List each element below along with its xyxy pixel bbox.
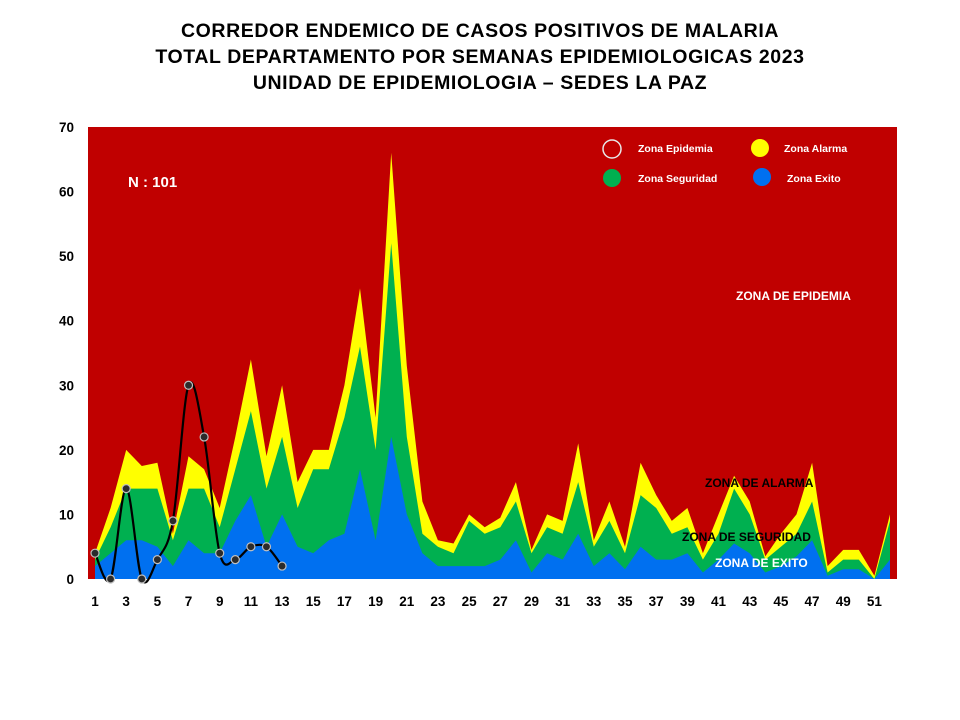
y-tick-label: 70 <box>59 120 74 135</box>
legend-epidemia-marker <box>602 139 622 159</box>
x-tick-label: 45 <box>773 594 789 609</box>
zone-seguridad-label: ZONA DE SEGURIDAD <box>682 530 811 544</box>
y-tick-label: 20 <box>59 443 74 458</box>
y-tick-label: 50 <box>59 249 74 264</box>
y-tick-label: 40 <box>59 314 74 329</box>
cases-point <box>90 548 100 558</box>
x-tick-label: 29 <box>524 594 539 609</box>
y-tick-label: 60 <box>59 185 74 200</box>
zone-epidemia-label: ZONA DE EPIDEMIA <box>736 289 851 303</box>
x-tick-label: 19 <box>368 594 383 609</box>
x-tick-label: 23 <box>430 594 446 609</box>
x-tick-label: 27 <box>493 594 508 609</box>
x-tick-label: 51 <box>867 594 883 609</box>
x-tick-label: 25 <box>462 594 478 609</box>
x-tick-label: 21 <box>399 594 415 609</box>
title-line-2: TOTAL DEPARTAMENTO POR SEMANAS EPIDEMIOL… <box>155 46 805 68</box>
x-tick-label: 15 <box>306 594 322 609</box>
zona-alarma-area <box>95 152 890 580</box>
legend-seguridad-label: Zona Seguridad <box>638 173 717 185</box>
y-tick-label: 10 <box>59 507 74 522</box>
cases-point <box>215 548 225 558</box>
x-tick-label: 9 <box>216 594 224 609</box>
cases-point <box>246 542 256 552</box>
x-tick-label: 33 <box>586 594 602 609</box>
cases-point <box>121 484 131 494</box>
x-tick-label: 43 <box>742 594 758 609</box>
x-tick-label: 11 <box>244 594 259 609</box>
x-tick-label: 1 <box>91 594 99 609</box>
title-line-1: CORREDOR ENDEMICO DE CASOS POSITIVOS DE … <box>180 20 780 42</box>
x-tick-label: 31 <box>555 594 571 609</box>
legend-exito-label: Zona Exito <box>787 173 841 185</box>
legend-epidemia-label: Zona Epidemia <box>638 143 713 155</box>
chart-title: CORREDOR ENDEMICO DE CASOS POSITIVOS DE … <box>0 18 960 96</box>
x-tick-label: 37 <box>649 594 664 609</box>
cases-point <box>261 542 272 552</box>
cases-point <box>183 380 194 390</box>
legend-exito-marker <box>753 168 771 186</box>
y-axis-ticks: 0 10 20 30 40 50 60 70 <box>59 120 74 587</box>
cases-point <box>168 516 178 526</box>
legend-seguridad-marker <box>603 169 621 187</box>
x-tick-label: 41 <box>711 594 727 609</box>
zone-areas <box>95 152 890 580</box>
zona-exito-area <box>95 436 890 579</box>
cases-point <box>230 555 240 565</box>
zona-seguridad-area <box>95 243 890 579</box>
cases-point <box>152 555 162 565</box>
x-tick-label: 39 <box>680 594 695 609</box>
legend: Zona Epidemia Zona Alarma Zona Seguridad… <box>602 139 847 187</box>
x-tick-label: 5 <box>154 594 162 609</box>
cases-point <box>199 432 209 442</box>
x-tick-label: 49 <box>836 594 851 609</box>
x-tick-label: 7 <box>185 594 193 609</box>
x-tick-label: 3 <box>122 594 130 609</box>
legend-alarma-label: Zona Alarma <box>784 143 847 155</box>
x-tick-label: 35 <box>617 594 633 609</box>
legend-alarma-marker <box>751 139 769 157</box>
y-tick-label: 30 <box>59 378 74 393</box>
y-tick-label: 0 <box>66 572 74 587</box>
cases-point <box>277 561 287 571</box>
n-count-label: N : 101 <box>128 174 177 191</box>
zone-exito-label: ZONA DE EXITO <box>715 556 808 570</box>
x-axis-ticks: 1 3 5 7 9 11 13 15 17 19 21 23 25 27 29 31 33 35 37 39 41 43 4… <box>91 594 882 609</box>
title-line-3: UNIDAD DE EPIDEMIOLOGIA – SEDES LA PAZ <box>252 72 708 94</box>
cases-point <box>105 574 116 584</box>
cases-point <box>137 574 147 584</box>
x-tick-label: 13 <box>275 594 291 609</box>
x-tick-label: 17 <box>337 594 352 609</box>
zone-alarma-label: ZONA DE ALARMA <box>705 476 814 490</box>
cases-series <box>90 380 287 584</box>
x-tick-label: 47 <box>805 594 820 609</box>
